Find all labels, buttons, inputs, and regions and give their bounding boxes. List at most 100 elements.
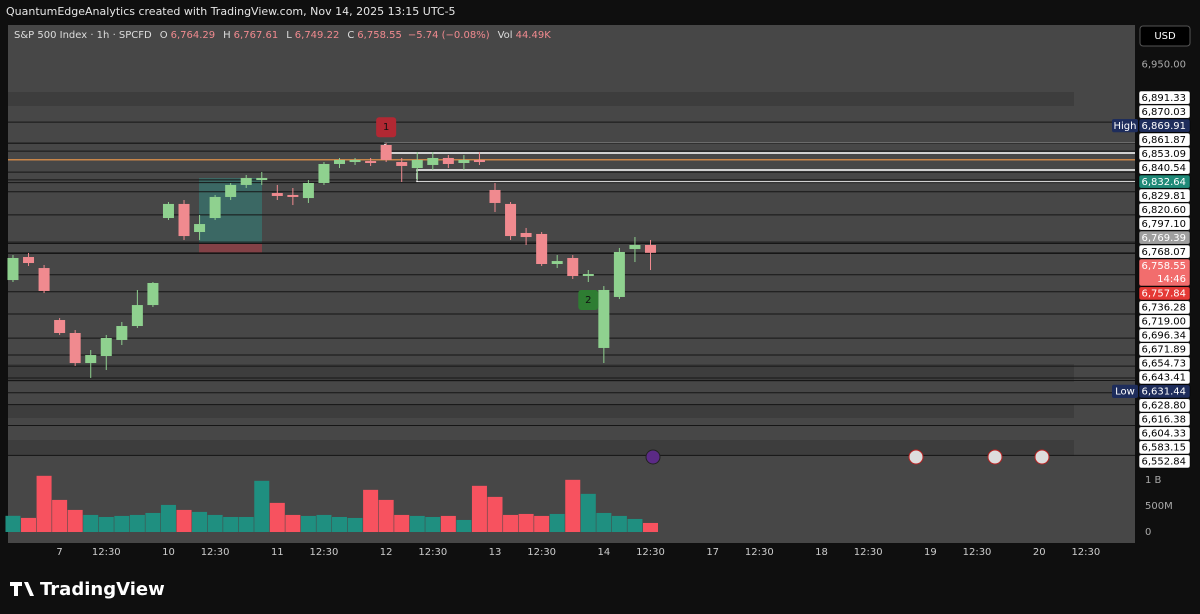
marker bbox=[376, 117, 397, 138]
x-tick-label: 11 bbox=[271, 547, 284, 558]
volume-tick-label: 1 B bbox=[1145, 475, 1162, 486]
candle-body bbox=[473, 159, 485, 163]
zone bbox=[8, 364, 1074, 382]
x-tick-label: 12:30 bbox=[854, 547, 883, 558]
legend-key: C bbox=[347, 30, 354, 41]
price-label: 6,552.84 bbox=[1141, 457, 1186, 468]
candle-body bbox=[54, 320, 66, 333]
candle-body bbox=[194, 224, 206, 233]
candle-body bbox=[38, 268, 50, 291]
volume-bar bbox=[114, 515, 130, 532]
legend-key: Vol bbox=[498, 30, 513, 41]
volume-bar bbox=[456, 519, 472, 532]
price-label-box bbox=[1138, 118, 1191, 133]
candle-body bbox=[489, 189, 501, 203]
volume-bar bbox=[52, 499, 68, 532]
price-label: 6,696.34 bbox=[1141, 331, 1186, 342]
candle-body bbox=[411, 159, 423, 169]
volume-bar bbox=[440, 515, 456, 532]
price-label: 6,628.80 bbox=[1141, 401, 1186, 412]
candle-body bbox=[505, 203, 517, 237]
currency[interactable]: USD bbox=[1154, 31, 1176, 42]
volume-tick-label: 0 bbox=[1145, 527, 1151, 538]
x-tick-label: 18 bbox=[815, 547, 828, 558]
candle-body bbox=[23, 257, 35, 264]
x-tick-label: 12:30 bbox=[418, 547, 447, 558]
candle-body bbox=[256, 177, 268, 181]
legend-key: H bbox=[223, 30, 231, 41]
volume-bar bbox=[487, 496, 503, 532]
volume-bar bbox=[611, 515, 627, 532]
volume-bar bbox=[409, 515, 425, 532]
volume-bar bbox=[36, 475, 52, 532]
price-label: 6,853.09 bbox=[1141, 149, 1186, 160]
candle-body bbox=[582, 274, 594, 277]
logo bbox=[10, 582, 34, 596]
candle-body bbox=[240, 177, 252, 185]
price-label-box bbox=[1138, 328, 1191, 343]
marker bbox=[578, 290, 599, 311]
candle-body bbox=[365, 161, 377, 164]
event-icon[interactable] bbox=[645, 449, 661, 465]
volume-bar bbox=[627, 518, 643, 532]
candle-body bbox=[442, 157, 454, 164]
candle-body bbox=[458, 159, 470, 164]
price-tag-box bbox=[1112, 119, 1138, 133]
candle-body bbox=[100, 338, 112, 357]
candle-body bbox=[396, 162, 408, 166]
currency-button[interactable] bbox=[1139, 25, 1191, 47]
price-tag: High bbox=[1114, 121, 1137, 132]
price-label: 6,820.60 bbox=[1141, 205, 1186, 216]
candle-body bbox=[302, 182, 314, 199]
marker-label: 1 bbox=[383, 122, 389, 133]
volume-bar bbox=[254, 480, 270, 532]
price-label: 6,769.39 bbox=[1141, 233, 1186, 244]
event-icon[interactable] bbox=[1034, 449, 1050, 465]
legend-value: 44.49K bbox=[516, 30, 552, 41]
price-label-box bbox=[1138, 104, 1191, 119]
level-lines bbox=[8, 121, 1135, 456]
x-tick-label: 12:30 bbox=[636, 547, 665, 558]
legend-key: O bbox=[160, 30, 168, 41]
price-label: 6,583.15 bbox=[1141, 443, 1186, 454]
volume-bar bbox=[363, 489, 379, 532]
price-label: 6,870.03 bbox=[1141, 107, 1186, 118]
price-label: 6,869.91 bbox=[1141, 121, 1186, 132]
legend: S&P 500 Index · 1h · SPCFD O 6,764.29 H 6,76… bbox=[14, 30, 551, 41]
volume-bar bbox=[21, 517, 37, 532]
event-icon[interactable] bbox=[908, 449, 924, 465]
price-label-box bbox=[1138, 440, 1191, 455]
event-icon[interactable] bbox=[987, 449, 1003, 465]
x-tick-label: 17 bbox=[706, 547, 719, 558]
price-label-box bbox=[1138, 146, 1191, 161]
price-label-box bbox=[1138, 160, 1191, 175]
price-label: 6,631.44 bbox=[1141, 387, 1186, 398]
price-label: 6,757.84 bbox=[1141, 289, 1186, 300]
x-tick-label: 14 bbox=[597, 547, 610, 558]
volume-bar bbox=[518, 513, 534, 532]
candle-body bbox=[644, 245, 656, 253]
position-zone bbox=[199, 244, 262, 254]
volume-bar bbox=[549, 513, 565, 532]
volume-bar bbox=[534, 515, 550, 532]
legend-value: 6,758.55 bbox=[357, 30, 402, 41]
x-tick-label: 19 bbox=[924, 547, 937, 558]
candle-body bbox=[178, 203, 190, 237]
volume-bar bbox=[223, 516, 239, 532]
volume-bar bbox=[238, 516, 254, 532]
price-label-box bbox=[1138, 398, 1191, 413]
candle-body bbox=[567, 257, 579, 277]
candle-body bbox=[536, 233, 548, 264]
price-label: 6,861.87 bbox=[1141, 135, 1186, 146]
x-tick-label: 12:30 bbox=[1071, 547, 1100, 558]
price-label: 6,832.64 bbox=[1141, 177, 1186, 188]
x-tick-label: 12:30 bbox=[527, 547, 556, 558]
candle-body bbox=[116, 326, 128, 340]
candle-body bbox=[520, 232, 532, 238]
zone bbox=[8, 404, 1074, 418]
price-label-box bbox=[1138, 244, 1191, 259]
price-label-box bbox=[1138, 314, 1191, 329]
candle-body bbox=[209, 196, 221, 219]
candle-body bbox=[69, 333, 81, 364]
